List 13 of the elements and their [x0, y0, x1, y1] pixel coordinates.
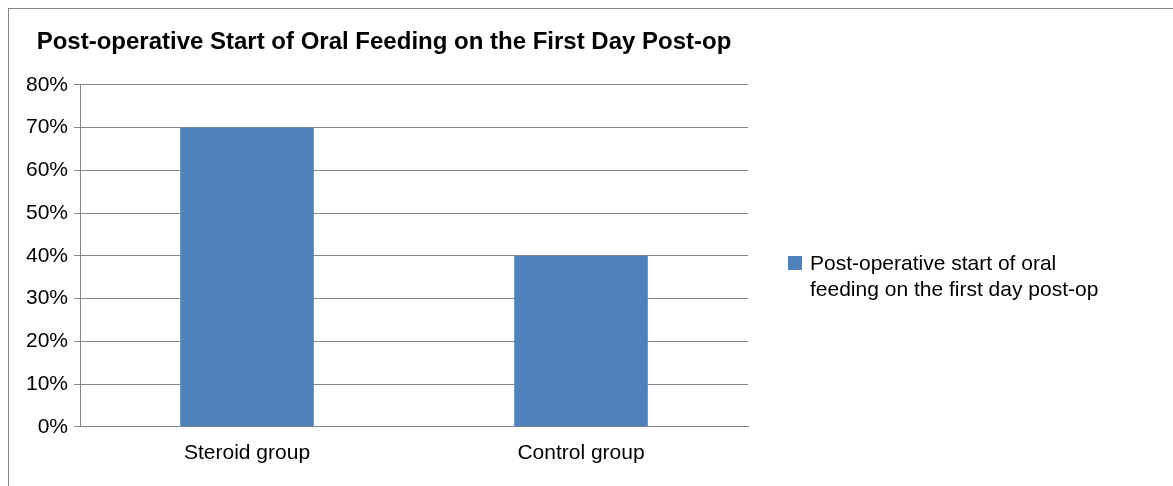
- x-tick-label: Control group: [517, 440, 645, 464]
- y-tick-label: 80%: [26, 71, 69, 95]
- y-tick-label: 50%: [26, 199, 69, 223]
- x-tick-label: Steroid group: [183, 440, 311, 464]
- y-tick-label: 40%: [26, 242, 69, 266]
- legend-label: Post-operative start of oral feeding on the first day post-op: [810, 250, 1100, 302]
- chart-title: Post-operative Start of Oral Feeding on the First Day Post-op: [36, 27, 732, 55]
- y-tick-label: 60%: [26, 157, 69, 181]
- y-tick-label: 10%: [26, 370, 69, 394]
- y-tick-label: 70%: [26, 114, 69, 138]
- y-tick-label: 30%: [26, 285, 69, 309]
- y-tick-label: 20%: [26, 328, 69, 352]
- y-tick-label: 0%: [37, 413, 69, 437]
